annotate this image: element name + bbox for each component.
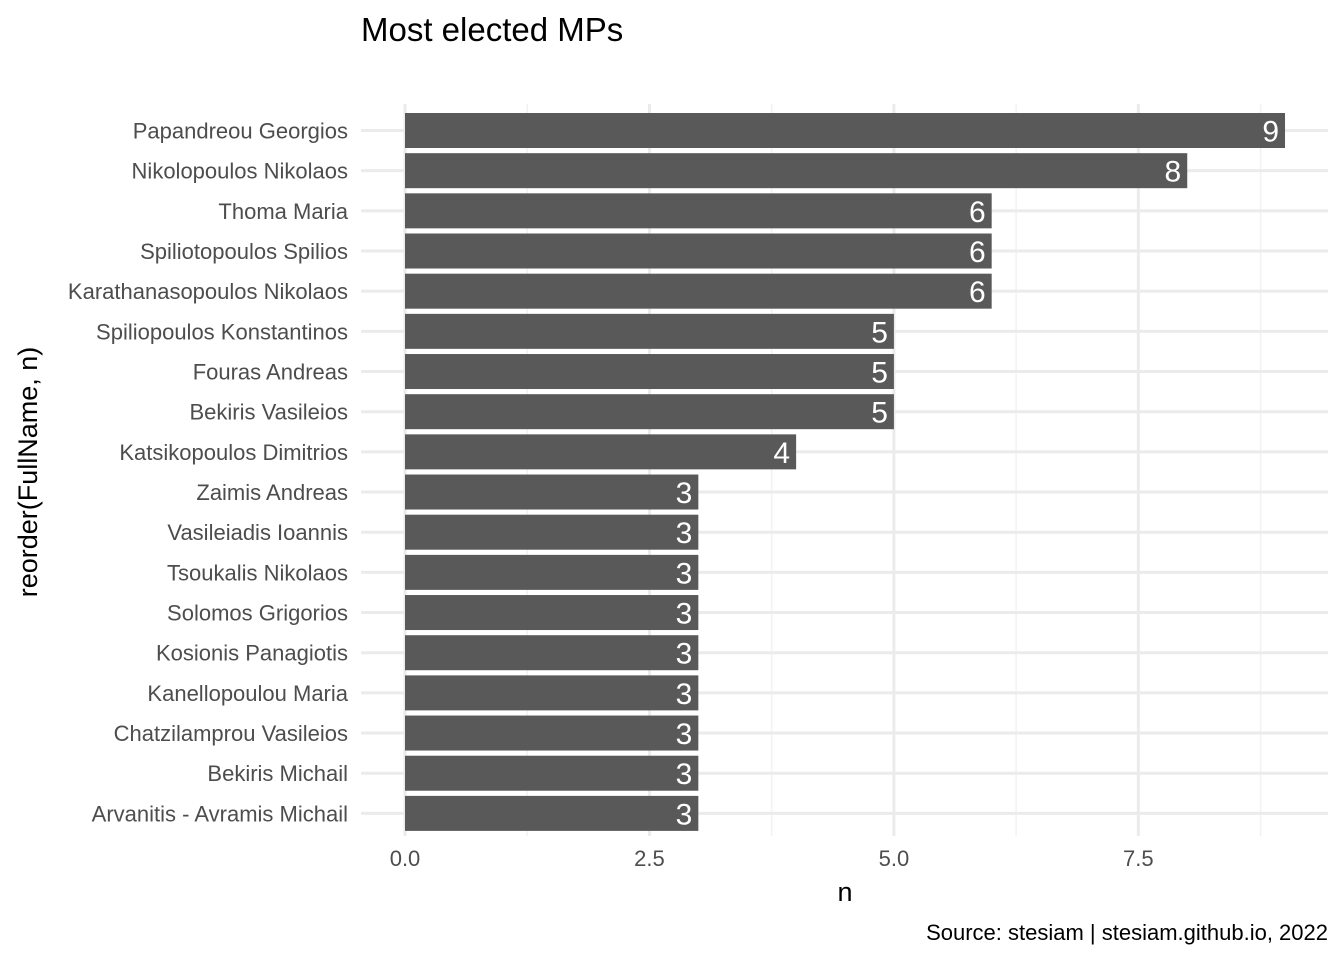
y-tick-label: Chatzilamprou Vasileios (114, 721, 348, 746)
bar-value-label: 3 (676, 638, 693, 671)
bar-value-label: 3 (676, 758, 693, 791)
y-tick-label: Papandreou Georgios (133, 119, 348, 144)
bar (405, 595, 699, 631)
y-tick-label: Spiliotopoulos Spilios (140, 239, 348, 264)
bar (405, 233, 992, 269)
y-tick-label: Spiliopoulos Konstantinos (96, 319, 348, 344)
bar-value-label: 9 (1262, 116, 1279, 149)
bar (405, 675, 699, 711)
bar (405, 755, 699, 791)
bar (405, 554, 699, 590)
bar-value-label: 3 (676, 718, 693, 751)
bar (405, 514, 699, 550)
bar (405, 313, 894, 349)
y-tick-label: Vasileiadis Ioannis (167, 520, 348, 545)
bar (405, 474, 699, 510)
bar (405, 153, 1188, 189)
bar (405, 113, 1286, 148)
bar (405, 715, 699, 751)
bar-value-label: 3 (676, 678, 693, 711)
bar (405, 394, 894, 430)
y-tick-label: Solomos Grigorios (167, 601, 348, 626)
x-axis-tick-labels: 0.0 2.5 5.0 7.5 (390, 846, 1154, 871)
bar (405, 635, 699, 671)
bar-value-label: 5 (871, 397, 888, 430)
y-tick-label: Arvanitis - Avramis Michail (92, 801, 348, 826)
y-tick-label: Katsikopoulos Dimitrios (119, 440, 348, 465)
y-tick-label: Nikolopoulos Nikolaos (132, 159, 348, 184)
y-tick-label: Fouras Andreas (193, 360, 348, 385)
chart-caption: Source: stesiam | stesiam.github.io, 202… (926, 920, 1328, 945)
chart-title: Most elected MPs (361, 11, 623, 48)
x-tick-label: 7.5 (1123, 846, 1154, 871)
y-tick-label: Karathanasopoulos Nikolaos (68, 279, 348, 304)
bar-value-label: 6 (969, 276, 986, 309)
bar (405, 354, 894, 390)
bar-value-label: 6 (969, 196, 986, 229)
y-tick-label: Thoma Maria (218, 199, 348, 224)
y-tick-label: Zaimis Andreas (196, 480, 348, 505)
y-axis-title: reorder(FullName, n) (13, 347, 43, 598)
y-tick-label: Tsoukalis Nikolaos (167, 560, 348, 585)
bar-value-label: 5 (871, 316, 888, 349)
bar-value-label: 5 (871, 357, 888, 390)
bar-value-label: 3 (676, 598, 693, 631)
bar-value-label: 3 (676, 798, 693, 831)
y-tick-label: Bekiris Michail (207, 761, 348, 786)
y-axis-tick-labels: Papandreou Georgios Nikolopoulos Nikolaos… (68, 119, 349, 827)
y-tick-label: Kosionis Panagiotis (156, 641, 348, 666)
x-tick-label: 5.0 (879, 846, 910, 871)
bar (405, 434, 797, 470)
y-tick-label: Bekiris Vasileios (189, 400, 348, 425)
bar-value-label: 4 (773, 437, 790, 470)
bar-value-labels: 9 8 6 6 6 5 5 5 4 3 3 3 3 3 3 3 3 3 (676, 116, 1279, 832)
bar-value-label: 3 (676, 517, 693, 550)
x-axis-title: n (837, 877, 852, 907)
bar-value-label: 3 (676, 557, 693, 590)
bar (405, 273, 992, 309)
bars (405, 113, 1286, 831)
bar-value-label: 6 (969, 236, 986, 269)
bar-value-label: 3 (676, 477, 693, 510)
y-tick-label: Kanellopoulou Maria (147, 681, 348, 706)
bar (405, 193, 992, 229)
x-tick-label: 0.0 (390, 846, 421, 871)
bar-value-label: 8 (1165, 156, 1182, 189)
bar (405, 795, 699, 831)
x-tick-label: 2.5 (634, 846, 665, 871)
